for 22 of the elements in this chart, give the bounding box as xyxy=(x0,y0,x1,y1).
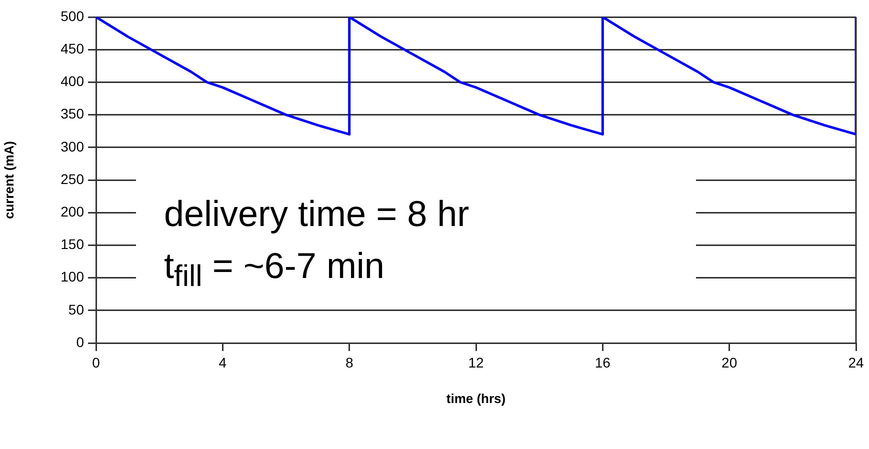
y-tick-label: 0 xyxy=(76,334,84,350)
y-axis-title: current (mA) xyxy=(1,140,16,220)
x-tick-label: 20 xyxy=(722,354,738,370)
y-tick-label: 400 xyxy=(60,73,84,90)
annotation: t$_{fill}$ = ~6-7 min xyxy=(163,244,386,296)
y-tick-label: 150 xyxy=(60,236,84,252)
y-tick-label: 350 xyxy=(60,106,84,122)
y-tick-label: 200 xyxy=(60,203,84,220)
y-tick-label: 500 xyxy=(60,8,84,24)
x-tick-label: 24 xyxy=(848,354,864,370)
x-tick-label: 8 xyxy=(345,354,354,370)
y-tick-label: 450 xyxy=(60,40,84,56)
x-tick-label: 16 xyxy=(594,354,611,370)
y-tick-label: 300 xyxy=(60,138,84,154)
y-tick-label: 250 xyxy=(60,170,84,187)
y-tick-label: 100 xyxy=(60,268,84,285)
x-axis-title: time (hrs) xyxy=(446,390,506,406)
x-tick-label: 0 xyxy=(92,354,100,370)
y-tick-label: 50 xyxy=(68,301,84,318)
x-tick-label: 4 xyxy=(218,354,227,370)
x-tick-label: 12 xyxy=(468,354,484,370)
annotation: delivery time = 8 hr xyxy=(163,192,470,236)
